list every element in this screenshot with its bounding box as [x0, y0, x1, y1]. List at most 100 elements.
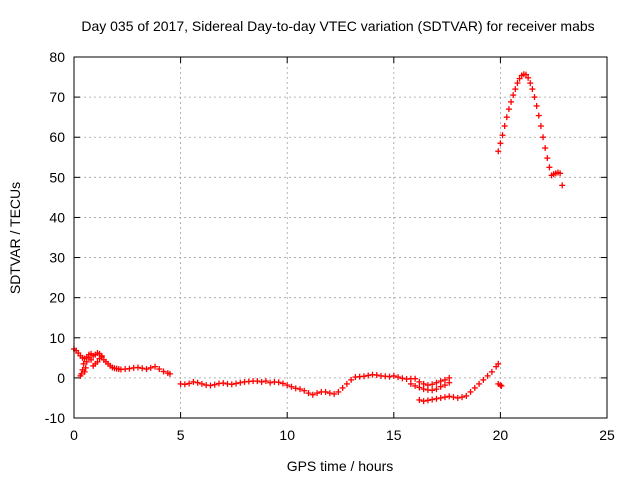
data-point	[508, 98, 515, 105]
data-point	[365, 372, 372, 379]
data-point	[446, 379, 453, 386]
data-point	[296, 386, 303, 393]
data-point	[186, 380, 193, 387]
data-point	[441, 394, 448, 401]
y-tick-label: 10	[49, 330, 65, 346]
data-point	[126, 365, 133, 372]
data-point	[81, 368, 88, 375]
data-point	[373, 372, 380, 379]
data-point	[83, 358, 90, 365]
data-point	[220, 380, 227, 387]
data-point	[441, 376, 448, 383]
data-point	[279, 380, 286, 387]
data-point	[292, 385, 299, 392]
data-point	[420, 380, 427, 387]
data-point	[429, 381, 436, 388]
data-point	[514, 80, 521, 87]
data-point	[80, 360, 87, 367]
data-point	[450, 394, 457, 401]
x-tick-label: 5	[177, 427, 185, 443]
data-point	[437, 394, 444, 401]
data-point	[531, 94, 538, 101]
data-point	[488, 368, 495, 375]
data-point	[322, 388, 329, 395]
data-point	[546, 164, 553, 171]
data-point	[339, 384, 346, 391]
x-tick-label: 25	[599, 427, 615, 443]
data-point	[416, 378, 423, 385]
data-point	[529, 86, 536, 93]
y-tick-label: 50	[49, 169, 65, 185]
data-point	[433, 386, 440, 393]
data-point	[516, 75, 523, 82]
data-point	[416, 396, 423, 403]
data-point	[139, 365, 146, 372]
data-point	[94, 358, 101, 365]
data-point	[194, 379, 201, 386]
data-point	[559, 182, 566, 189]
data-point	[463, 392, 470, 399]
data-point	[326, 390, 333, 397]
x-axis-label: GPS time / hours	[287, 458, 394, 474]
y-tick-label: 30	[49, 250, 65, 266]
data-point	[181, 381, 188, 388]
data-point	[314, 390, 321, 397]
data-point	[533, 102, 540, 109]
data-point	[433, 395, 440, 402]
data-point	[237, 379, 244, 386]
data-point	[495, 148, 502, 155]
y-tick-label: 20	[49, 290, 65, 306]
data-point	[544, 155, 551, 162]
data-point	[471, 384, 478, 391]
data-points	[71, 71, 566, 405]
data-point	[433, 379, 440, 386]
y-tick-label: 80	[49, 49, 65, 65]
plot-frame	[73, 56, 608, 419]
data-point	[335, 388, 342, 395]
grid-lines	[74, 57, 607, 418]
data-point	[98, 352, 105, 359]
y-tick-label: 40	[49, 209, 65, 225]
data-point	[498, 382, 505, 389]
data-point	[309, 391, 316, 398]
data-point	[416, 384, 423, 391]
data-point	[275, 379, 282, 386]
data-point	[160, 368, 167, 375]
data-point	[540, 134, 547, 141]
chart-title: Day 035 of 2017, Sidereal Day-to-day VTE…	[81, 18, 594, 34]
data-point	[499, 132, 506, 139]
data-point	[437, 383, 444, 390]
data-point	[152, 363, 159, 370]
data-point	[484, 372, 491, 379]
data-point	[156, 366, 163, 373]
data-point	[82, 364, 89, 371]
data-point	[525, 74, 532, 81]
data-point	[557, 170, 564, 177]
data-point	[147, 364, 154, 371]
data-point	[207, 382, 214, 389]
data-point	[497, 140, 504, 147]
data-point	[233, 380, 240, 387]
data-point	[505, 106, 512, 113]
data-point	[78, 370, 85, 377]
data-point	[424, 397, 431, 404]
data-point	[437, 378, 444, 385]
data-point	[134, 364, 141, 371]
data-point	[399, 375, 406, 382]
data-point	[429, 396, 436, 403]
x-tick-label: 15	[386, 427, 402, 443]
data-point	[262, 378, 269, 385]
data-point	[522, 71, 529, 78]
data-point	[527, 80, 534, 87]
data-point	[503, 114, 510, 121]
x-tick-label: 10	[279, 427, 295, 443]
y-tick-label: -10	[45, 410, 65, 426]
data-point	[535, 112, 542, 119]
data-point	[510, 92, 517, 99]
x-tick-label: 20	[493, 427, 509, 443]
data-point	[412, 375, 419, 382]
data-point	[143, 366, 150, 373]
data-point	[412, 382, 419, 389]
data-point	[390, 372, 397, 379]
